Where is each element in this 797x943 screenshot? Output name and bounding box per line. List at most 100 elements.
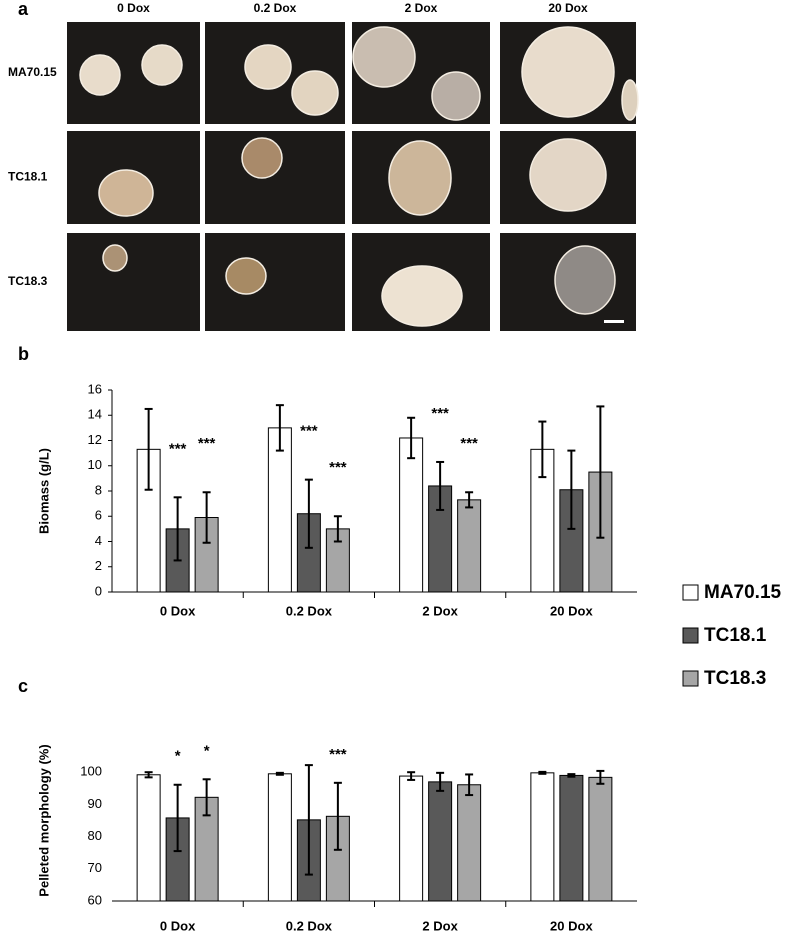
panel-label: a	[18, 0, 29, 19]
pellet	[102, 244, 128, 272]
error-bar	[275, 404, 284, 452]
bar	[457, 499, 482, 593]
pellet	[79, 54, 121, 96]
pellet	[529, 138, 607, 212]
y-tick-label: 12	[88, 432, 102, 447]
significance: ***	[329, 459, 347, 476]
significance: ***	[431, 405, 449, 422]
error-bar	[304, 764, 313, 876]
error-bar	[436, 771, 445, 792]
error-bar	[144, 407, 153, 491]
error-bar	[333, 781, 342, 851]
error-bar	[567, 773, 576, 778]
error-bar	[538, 420, 547, 479]
error-bar	[173, 783, 182, 853]
y-tick-label: 14	[88, 407, 102, 422]
significance: ***	[329, 746, 347, 763]
y-axis-title: Biomass (g/L)	[36, 448, 51, 534]
pellet	[225, 257, 267, 295]
legend-label: TC18.1	[704, 625, 767, 646]
x-tick-label: 0 Dox	[160, 603, 196, 618]
error-bar	[275, 771, 284, 776]
error-bar	[304, 478, 313, 549]
column-label: 0 Dox	[117, 1, 150, 15]
legend-label: TC18.3	[704, 668, 766, 689]
error-bar	[202, 778, 211, 817]
pellet	[554, 245, 616, 315]
pellet	[352, 26, 416, 88]
x-tick-label: 2 Dox	[422, 603, 458, 618]
row-label: TC18.3	[8, 274, 48, 288]
error-bar	[333, 515, 342, 543]
bar	[530, 772, 555, 902]
x-tick-label: 2 Dox	[422, 918, 458, 933]
pellet	[381, 265, 463, 327]
bar	[267, 773, 292, 902]
error-bar	[465, 491, 474, 509]
y-tick-label: 10	[88, 457, 102, 472]
legend-swatch	[682, 627, 699, 644]
legend-swatch	[682, 584, 699, 601]
bar	[136, 774, 161, 902]
significance: ***	[460, 435, 478, 452]
error-bar	[538, 770, 547, 775]
error-bar	[407, 416, 416, 460]
bar	[559, 774, 584, 902]
bar	[399, 437, 424, 593]
pellet	[244, 44, 292, 90]
significance: ***	[300, 423, 318, 440]
significance: ***	[198, 435, 216, 452]
y-tick-label: 80	[88, 828, 102, 843]
y-tick-label: 2	[95, 558, 102, 573]
y-tick-label: 60	[88, 892, 102, 907]
significance: *	[204, 742, 210, 759]
column-label: 2 Dox	[405, 1, 438, 15]
bar	[588, 776, 613, 902]
error-bar	[173, 496, 182, 562]
error-bar	[436, 460, 445, 511]
y-tick-label: 0	[95, 583, 102, 598]
pellet	[621, 79, 639, 121]
row-label: MA70.15	[8, 65, 57, 79]
y-tick-label: 70	[88, 860, 102, 875]
pellet	[388, 140, 452, 216]
bar	[428, 781, 453, 902]
legend-label: MA70.15	[704, 582, 782, 603]
significance: ***	[169, 440, 187, 457]
error-bar	[407, 771, 416, 781]
x-tick-label: 20 Dox	[550, 603, 593, 618]
error-bar	[144, 771, 153, 779]
panel-label: c	[18, 676, 28, 696]
bar	[267, 427, 292, 593]
significance: *	[175, 748, 181, 765]
x-tick-label: 0.2 Dox	[286, 918, 333, 933]
pellet	[98, 169, 154, 217]
bar	[457, 784, 482, 902]
bar	[399, 775, 424, 902]
error-bar	[202, 491, 211, 544]
y-tick-label: 8	[95, 482, 102, 497]
column-label: 20 Dox	[548, 1, 588, 15]
error-bar	[596, 769, 605, 785]
y-tick-label: 4	[95, 533, 102, 548]
pellet	[241, 137, 283, 179]
y-tick-label: 16	[88, 381, 102, 396]
x-tick-label: 0 Dox	[160, 918, 196, 933]
pellet	[431, 71, 481, 121]
error-bar	[567, 449, 576, 530]
y-tick-label: 6	[95, 508, 102, 523]
y-tick-label: 100	[80, 764, 102, 779]
y-axis-title: Pelleted morphology (%)	[36, 744, 51, 896]
x-tick-label: 0.2 Dox	[286, 603, 333, 618]
error-bar	[465, 773, 474, 797]
panel-label: b	[18, 344, 29, 364]
y-tick-label: 90	[88, 796, 102, 811]
x-tick-label: 20 Dox	[550, 918, 593, 933]
pellet	[521, 26, 615, 118]
error-bar	[596, 405, 605, 539]
scale-bar	[604, 320, 624, 323]
photo	[205, 233, 345, 331]
column-label: 0.2 Dox	[254, 1, 297, 15]
row-label: TC18.1	[8, 170, 48, 184]
